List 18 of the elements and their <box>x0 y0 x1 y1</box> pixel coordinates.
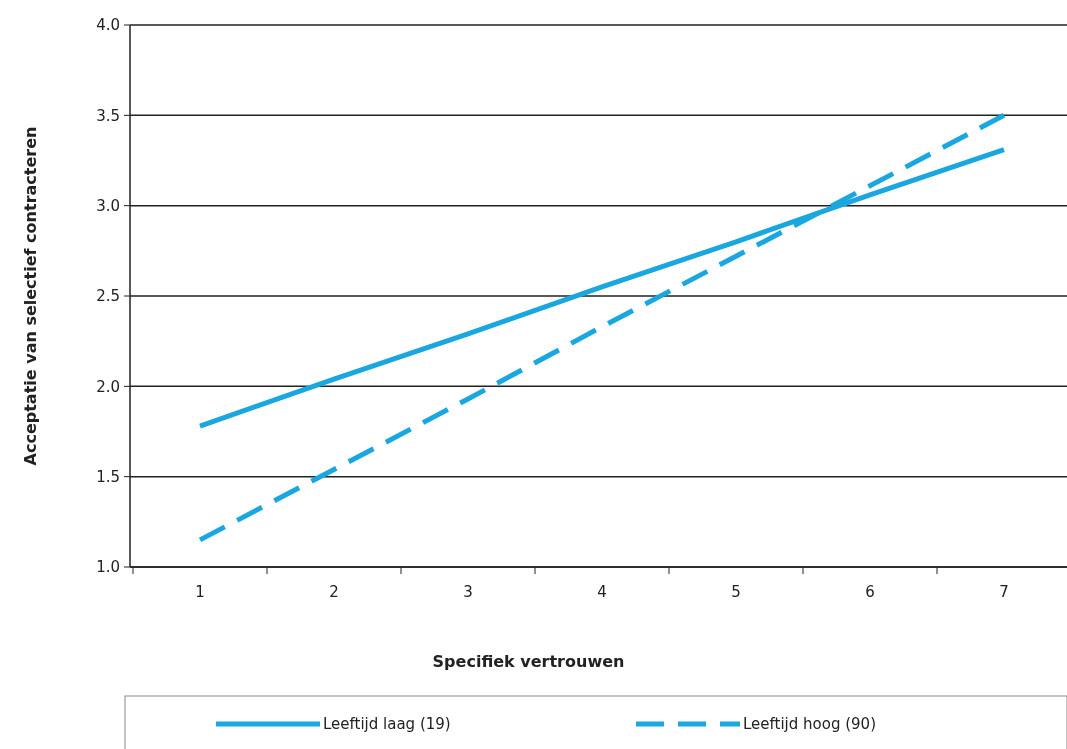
y-tick-label: 1.5 <box>96 467 120 486</box>
legend-label: Leeftijd hoog (90) <box>743 715 877 734</box>
x-tick-label: 3 <box>463 583 473 601</box>
y-tick-label: 3.5 <box>96 106 120 125</box>
x-tick-label: 6 <box>865 583 875 601</box>
y-tick-label: 3.0 <box>96 196 120 215</box>
x-axis-title: Specifiek vertrouwen <box>432 652 625 671</box>
y-tick-label: 1.0 <box>96 558 120 577</box>
legend-label: Leeftijd laag (19) <box>323 715 451 734</box>
x-tick-label: 2 <box>329 583 339 601</box>
x-tick-label: 4 <box>597 583 607 601</box>
x-tick-label: 7 <box>999 583 1009 601</box>
y-axis-title: Acceptatie van selectief contracteren <box>21 126 40 466</box>
x-tick-label: 1 <box>195 583 205 601</box>
y-tick-label: 4.0 <box>96 16 120 35</box>
y-tick-label: 2.0 <box>96 377 120 396</box>
x-tick-label: 5 <box>731 583 741 601</box>
y-tick-label: 2.5 <box>96 287 120 306</box>
